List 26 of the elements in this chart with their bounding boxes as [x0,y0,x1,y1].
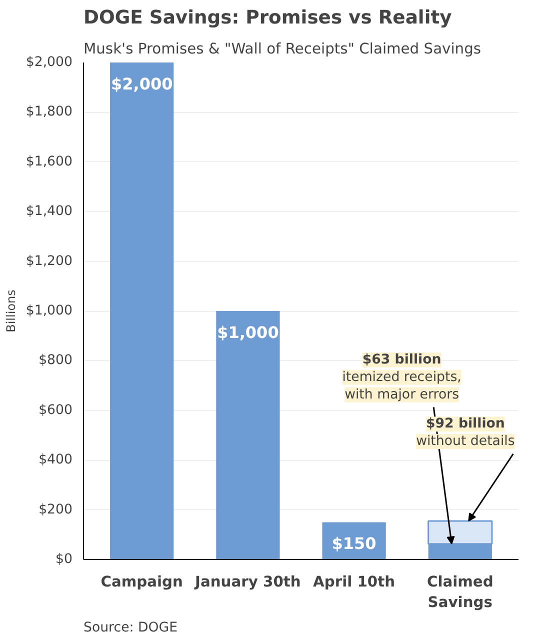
y-tick-label: $400 [38,452,73,468]
y-tick-label: $1,800 [26,104,73,120]
annotation: $63 billion itemized receipts, with major errors [342,352,462,402]
annotation: $92 billion without details [416,416,515,450]
data-label: $1,000 [217,323,279,342]
y-tick-label: $2,000 [26,55,73,70]
chart-title: DOGE Savings: Promises vs Reality [84,8,452,28]
chart-subtitle: Musk's Promises & "Wall of Receipts" Claimed Savings [84,40,482,58]
bar [110,62,174,560]
data-label: $150 [332,534,376,554]
bar [216,311,280,560]
y-tick-label: $1,600 [26,154,73,170]
x-tick-label: January 30th [194,574,301,590]
data-label: $2,000 [110,74,173,94]
y-tick-label: $1,000 [26,304,73,318]
y-tick-label: $200 [38,502,73,518]
y-tick-label: $1,200 [26,254,73,269]
x-tick-label: Claimed Savings [426,574,494,611]
source-note: Source: DOGE [84,620,178,636]
y-tick-label: $0 [56,552,73,567]
x-tick-label: April 10th [313,574,396,590]
y-tick-label: $600 [38,402,73,418]
y-axis-title: Billions [4,290,18,332]
y-tick-label: $800 [38,353,73,368]
y-tick-label: $1,400 [26,204,73,220]
x-tick-label: Campaign [100,574,183,590]
